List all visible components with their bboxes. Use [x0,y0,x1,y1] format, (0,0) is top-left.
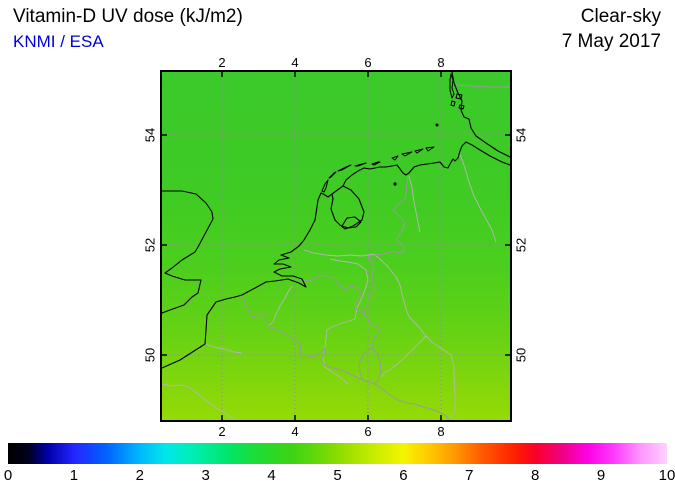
river-moselle [380,335,427,378]
river-meuse [322,258,369,385]
colorbar-tick-label: 6 [399,467,408,484]
island-vlieland [328,171,337,179]
lake-ijsselmeer [330,185,365,230]
island-wangerooge [425,146,435,152]
river-waal [303,249,375,257]
colorbar-tick-label: 3 [201,467,210,484]
page-title: Vitamin-D UV dose (kJ/m2) [13,6,243,27]
colorbar-scale: 0 1 2 3 4 5 6 7 8 9 10 [4,467,675,485]
colorbar-tick-label: 0 [3,467,13,484]
lon-label-top: 2 [218,55,226,70]
lat-label-left: 54 [142,127,158,143]
island-sylt [449,73,455,99]
polder-flevoland [341,216,362,229]
lon-label-bottom: 8 [437,424,445,439]
coastline-uk [162,190,214,314]
colorbar-tick-label: 1 [69,467,79,484]
river-weser [459,153,497,243]
island-langeoog [414,148,424,154]
river-ems [408,175,421,233]
dose-field [162,72,510,420]
map-frame [160,70,512,422]
lon-label-top: 6 [364,55,372,70]
colorbar-tick-label: 10 [658,467,675,484]
lon-label-bottom: 2 [218,424,226,439]
lat-label-right: 50 [513,347,529,363]
frame-ticks [162,72,510,420]
river-seine [162,383,236,420]
island-ameland [354,162,367,167]
credit-label: KNMI / ESA [13,32,104,51]
lon-label-top: 4 [291,55,299,70]
lon-label-bottom: 6 [364,424,372,439]
border-fr-de [374,383,450,420]
island-amrum [450,100,456,107]
lat-label-right: 52 [513,237,529,253]
coastlines [162,72,510,369]
colorbar-tick-label: 8 [531,467,540,484]
colorbar [8,443,667,464]
colorbar-tick-label: 9 [596,467,606,484]
coastline-schleswig [451,72,510,158]
country-borders [241,84,510,420]
river-somme [204,343,243,354]
colorbar-tick-label: 4 [267,467,276,484]
island-terschelling [337,164,352,172]
river-scheldt [267,285,293,327]
island-pellworm [458,104,465,110]
island-norderney [401,151,413,157]
colorbar-tick-label: 7 [465,467,474,484]
island-foehr [455,93,463,100]
coastline-continent [162,141,510,369]
date-label: 7 May 2017 [561,31,661,52]
lat-label-left: 50 [142,347,158,363]
border-be-de [363,313,382,348]
island-schiermonnikoog [371,161,381,166]
border-be-fr [241,294,363,381]
border-luxembourg [358,346,382,385]
lake-dot [393,182,397,186]
colorbar-tick-label: 5 [333,467,342,484]
border-nl-de [363,173,409,315]
graticule [162,72,510,420]
island-texel [321,179,329,193]
sky-condition-label: Clear-sky [580,6,661,27]
rivers [162,153,497,420]
lat-label-right: 54 [513,127,529,143]
river-rhine [373,253,456,419]
island-helgoland [435,123,439,127]
islands [321,73,465,193]
lon-label-top: 8 [437,55,445,70]
border-dk-de [455,84,510,88]
lat-label-left: 52 [142,237,158,253]
colorbar-tick-label: 2 [135,467,144,484]
lon-label-bottom: 4 [291,424,299,439]
border-nl-be [299,274,365,315]
map-overlay [162,72,510,420]
island-borkum [391,155,399,161]
